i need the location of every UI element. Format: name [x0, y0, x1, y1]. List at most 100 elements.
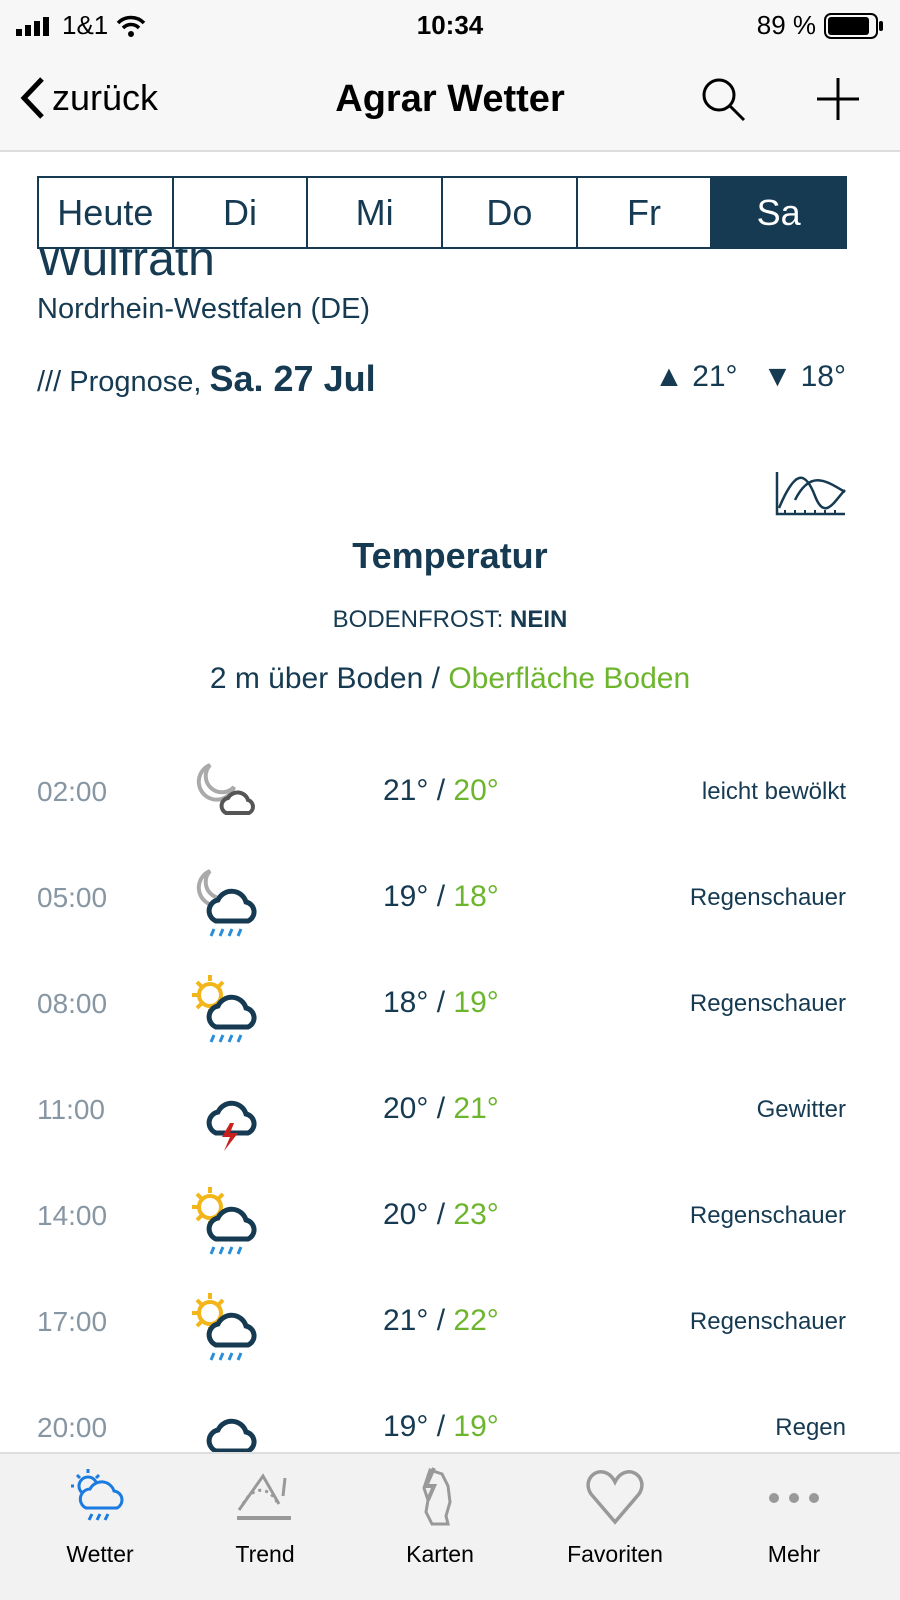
- back-button[interactable]: zurück: [20, 76, 158, 120]
- page-title: Agrar Wetter: [335, 78, 565, 120]
- sun-rain-cloud-icon: [192, 1187, 257, 1255]
- forecast-row: 20:00 19° / 19° Regen: [0, 1384, 900, 1490]
- level-ground: Oberfläche Boden: [448, 662, 691, 695]
- row-time: 02:00: [37, 776, 108, 807]
- row-time: 11:00: [37, 1094, 105, 1125]
- level-air: 2 m über Boden: [209, 662, 424, 695]
- row-time: 14:00: [37, 1200, 108, 1231]
- row-temps: 21° / 20°: [383, 774, 499, 808]
- status-bar: 1&1 10:34 89 %: [0, 0, 900, 50]
- row-temps: 20° / 23°: [383, 1198, 499, 1232]
- tab-label: Trend: [235, 1541, 295, 1567]
- ground-temp: 19°: [453, 1410, 499, 1443]
- chevron-left-icon: [20, 77, 44, 119]
- tab-sa[interactable]: Sa: [712, 178, 846, 247]
- section-title: Temperatur: [352, 535, 548, 576]
- tab-fr[interactable]: Fr: [578, 178, 713, 247]
- air-temp: 19°: [383, 880, 429, 913]
- air-temp: 21°: [383, 774, 429, 807]
- rain-cloud-icon: [206, 1418, 257, 1454]
- air-temp: 20°: [383, 1092, 429, 1125]
- frost-label: BODENFROST:: [332, 606, 504, 633]
- tab-wetter[interactable]: Wetter: [30, 1466, 170, 1568]
- wifi-icon: [117, 15, 146, 37]
- region: Nordrhein-Westfalen (DE): [37, 293, 371, 325]
- tab-mehr[interactable]: Mehr: [724, 1466, 864, 1568]
- row-time: 20:00: [37, 1412, 108, 1443]
- trend-icon: [237, 1473, 291, 1520]
- tab-do[interactable]: Do: [443, 178, 578, 247]
- separator: /: [436, 774, 446, 807]
- weather-icon: [71, 1469, 124, 1521]
- separator: /: [436, 1092, 446, 1125]
- air-temp: 20°: [383, 1198, 429, 1231]
- air-temp: 21°: [383, 1304, 429, 1337]
- tab-favoriten[interactable]: Favoriten: [545, 1466, 685, 1568]
- row-description: leicht bewölkt: [701, 778, 846, 805]
- tab-label: Favoriten: [567, 1541, 663, 1567]
- heart-icon: [586, 1470, 644, 1525]
- map-germany-icon: [422, 1467, 452, 1526]
- row-temps: 20° / 21°: [383, 1092, 499, 1126]
- air-temp: 19°: [383, 1410, 429, 1443]
- tab-karten[interactable]: Karten: [370, 1466, 510, 1568]
- forecast-row: 14:00 20° / 23° Regenschauer: [0, 1172, 900, 1278]
- tab-heute[interactable]: Heute: [39, 178, 174, 247]
- search-icon[interactable]: [700, 76, 746, 122]
- row-description: Regenschauer: [689, 1202, 846, 1229]
- tab-mi[interactable]: Mi: [308, 178, 444, 247]
- row-description: Regenschauer: [689, 884, 846, 911]
- chart-toggle-icon[interactable]: [775, 470, 847, 518]
- separator: /: [431, 662, 440, 695]
- ground-temp: 21°: [453, 1092, 499, 1125]
- row-description: Regenschauer: [689, 1308, 846, 1335]
- ground-temp: 22°: [453, 1304, 499, 1337]
- forecast-prefix: /// Prognose,: [37, 366, 202, 398]
- separator: /: [436, 880, 446, 913]
- down-arrow-icon: ▼: [762, 360, 793, 393]
- tab-trend[interactable]: Trend: [195, 1466, 335, 1568]
- date: Sa. 27 Jul: [209, 358, 376, 399]
- min-temp: 18°: [800, 360, 846, 393]
- ground-temp: 18°: [453, 880, 499, 913]
- tab-label: Karten: [406, 1541, 474, 1567]
- level-legend: 2 m über Boden / Oberfläche Boden: [0, 662, 900, 696]
- moon-rain-cloud-icon: [196, 869, 257, 937]
- sun-rain-cloud-icon: [192, 975, 257, 1043]
- separator: /: [436, 1410, 446, 1443]
- clock: 10:34: [416, 10, 484, 40]
- tab-label: Wetter: [66, 1541, 134, 1567]
- battery-icon: [824, 12, 883, 39]
- air-temp: 18°: [383, 986, 429, 1019]
- back-label: zurück: [52, 77, 159, 118]
- row-time: 08:00: [37, 988, 108, 1019]
- ground-temp: 23°: [453, 1198, 499, 1231]
- tab-bar: Wetter Trend Karten Favoriten Mehr: [0, 1452, 900, 1600]
- ground-temp: 20°: [453, 774, 499, 807]
- row-temps: 19° / 18°: [383, 880, 499, 914]
- row-time: 05:00: [37, 882, 108, 913]
- battery-percent: 89 %: [756, 10, 816, 40]
- row-temps: 19° / 19°: [383, 1410, 499, 1444]
- thunderstorm-icon: [206, 1100, 257, 1151]
- forecast-row: 05:00 19° / 18° Regenschauer: [0, 854, 900, 960]
- min-max: ▲ 21° ▼ 18°: [654, 360, 846, 394]
- row-temps: 21° / 22°: [383, 1304, 499, 1338]
- navigation-bar: zurück Agrar Wetter: [0, 50, 900, 152]
- signal-icon: [16, 16, 49, 36]
- sun-rain-cloud-icon: [192, 1293, 257, 1361]
- moon-cloud-icon: [196, 763, 255, 815]
- forecast-date: /// Prognose, Sa. 27 Jul: [37, 358, 376, 400]
- more-icon: [769, 1493, 819, 1503]
- row-time: 17:00: [37, 1306, 108, 1337]
- row-description: Regen: [775, 1414, 846, 1441]
- row-description: Regenschauer: [689, 990, 846, 1017]
- ground-frost: BODENFROST: NEIN: [0, 606, 900, 634]
- up-arrow-icon: ▲: [654, 360, 684, 393]
- add-icon[interactable]: [815, 76, 861, 122]
- max-temp: 21°: [692, 360, 738, 393]
- carrier: 1&1: [62, 10, 109, 40]
- day-tabs: Heute Di Mi Do Fr Sa: [37, 176, 847, 249]
- frost-value: NEIN: [510, 606, 568, 633]
- tab-di[interactable]: Di: [174, 178, 309, 247]
